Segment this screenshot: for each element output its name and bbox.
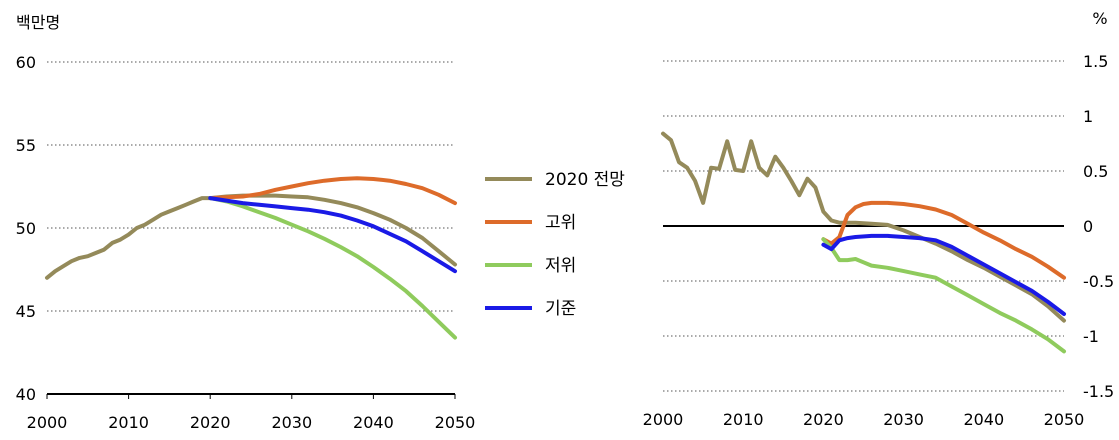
right-x-tick-label: 2030 bbox=[883, 410, 924, 429]
legend-label-base: 기준 bbox=[545, 299, 576, 319]
left-x-tick-label: 2000 bbox=[27, 413, 68, 432]
right-y-ticks: 1.5 1 0.5 0 -0.5 -1 -1.5 bbox=[1083, 52, 1114, 401]
left-y-tick-label: 50 bbox=[16, 219, 36, 238]
right-x-tick-label: 2000 bbox=[643, 410, 684, 429]
right-series-line-base bbox=[821, 233, 1066, 316]
right-y-tick-label: -1.5 bbox=[1083, 382, 1114, 401]
left-series-line-base bbox=[208, 196, 457, 274]
left-gridlines bbox=[47, 61, 455, 395]
right-x-tick-label: 2050 bbox=[1044, 410, 1085, 429]
right-y-tick-label: 1.5 bbox=[1083, 52, 1108, 71]
right-x-tick-label: 2040 bbox=[963, 410, 1004, 429]
right-series-lines bbox=[661, 131, 1066, 354]
left-x-tick-label: 2010 bbox=[108, 413, 149, 432]
left-x-tick-label: 2030 bbox=[271, 413, 312, 432]
right-series-line-low bbox=[821, 237, 1066, 354]
right-y-tick-label: 0 bbox=[1083, 217, 1093, 236]
left-y-ticks: 60 55 50 45 40 bbox=[16, 53, 36, 404]
left-y-tick-label: 45 bbox=[16, 302, 36, 321]
right-gridlines bbox=[663, 60, 1064, 392]
left-series-line-forecast2020 bbox=[45, 193, 457, 280]
legend-label-high: 고위 bbox=[545, 213, 576, 233]
left-x-ticks: 2000 2010 2020 2030 2040 2050 bbox=[27, 394, 476, 432]
right-x-tick-label: 2020 bbox=[803, 410, 844, 429]
left-chart-population: 백만명 60 55 50 45 40 2000 2010 2020 2030 2040 2050 bbox=[16, 13, 476, 432]
left-y-tick-label: 40 bbox=[16, 385, 36, 404]
left-x-tick-label: 2040 bbox=[353, 413, 394, 432]
right-y-tick-label: -1 bbox=[1083, 327, 1099, 346]
left-series-line-low bbox=[208, 196, 457, 340]
right-y-tick-label: 1 bbox=[1083, 107, 1093, 126]
right-x-ticks: 2000 2010 2020 2030 2040 2050 bbox=[643, 410, 1085, 429]
left-y-tick-label: 60 bbox=[16, 53, 36, 72]
legend-label-forecast2020: 2020 전망 bbox=[545, 170, 625, 190]
legend-label-low: 저위 bbox=[545, 256, 576, 276]
right-series-line-high bbox=[821, 200, 1066, 280]
left-y-tick-label: 55 bbox=[16, 136, 36, 155]
right-chart-growth-rate: % 1.5 1 0.5 0 -0.5 -1 -1.5 2000 2010 2020 2030 204… bbox=[643, 9, 1115, 429]
left-y-unit-label: 백만명 bbox=[16, 13, 60, 32]
right-series-line-forecast2020 bbox=[661, 131, 1066, 323]
left-x-tick-label: 2020 bbox=[190, 413, 231, 432]
left-series-line-high bbox=[208, 176, 457, 206]
right-x-tick-label: 2010 bbox=[723, 410, 764, 429]
left-x-tick-label: 2050 bbox=[435, 413, 476, 432]
right-y-unit-label: % bbox=[1092, 9, 1107, 28]
right-y-tick-label: 0.5 bbox=[1083, 162, 1108, 181]
left-series-lines bbox=[45, 176, 457, 340]
right-y-tick-label: -0.5 bbox=[1083, 272, 1114, 291]
